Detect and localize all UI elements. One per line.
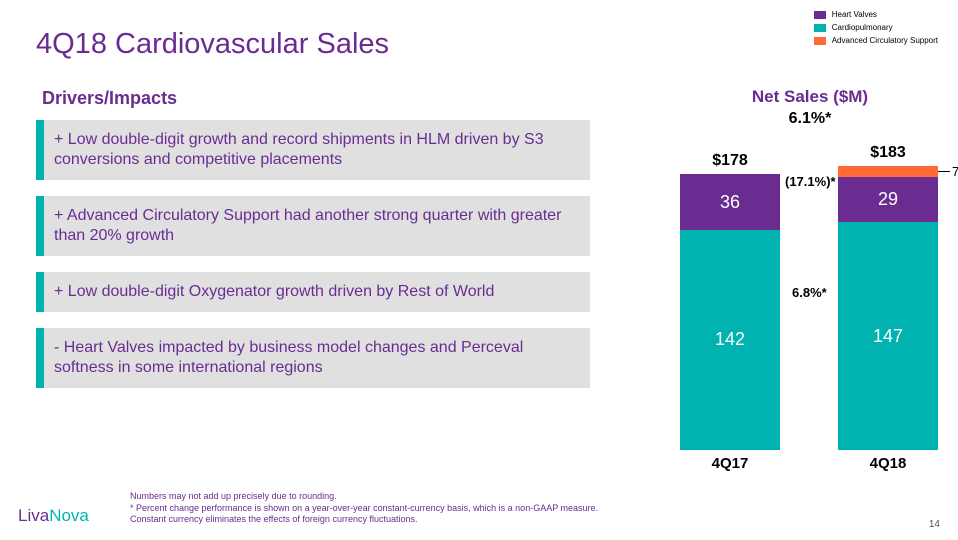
slide-title: 4Q18 Cardiovascular Sales	[36, 28, 389, 61]
connector-line	[938, 171, 950, 172]
brand-logo: LivaNova	[18, 506, 89, 526]
logo-part: Nova	[49, 506, 89, 525]
footnote: Numbers may not add up precisely due to …	[130, 491, 730, 526]
chart-annotation: 6.8%*	[792, 285, 827, 300]
page-number: 14	[929, 519, 940, 530]
driver-item: + Low double-digit Oxygenator growth dri…	[36, 272, 590, 312]
drivers-heading: Drivers/Impacts	[42, 88, 177, 109]
bar-segment-heart_valves: 29	[838, 177, 938, 222]
driver-item: + Advanced Circulatory Support had anoth…	[36, 196, 590, 256]
bar-group: 14729$1834Q18	[838, 166, 938, 450]
logo-part: Liva	[18, 506, 49, 525]
bar-segment-cardiopulmonary: 142	[680, 230, 780, 450]
driver-accent-bar	[36, 196, 44, 256]
driver-item: - Heart Valves impacted by business mode…	[36, 328, 590, 388]
axis-label: 4Q18	[838, 455, 938, 472]
legend-label: Advanced Circulatory Support	[832, 36, 938, 45]
footnote-line: Constant currency eliminates the effects…	[130, 514, 730, 526]
legend-swatch	[814, 11, 826, 19]
driver-text: + Low double-digit growth and record shi…	[44, 120, 590, 180]
bar-total-label: $183	[838, 144, 938, 162]
stacked-bar-chart: 14236$1784Q17714729$1834Q18(17.1%)*6.8%*	[640, 130, 950, 470]
legend-item: Heart Valves	[814, 10, 938, 19]
drivers-list: + Low double-digit growth and record shi…	[36, 120, 590, 404]
bar-segment-heart_valves: 36	[680, 174, 780, 230]
footnote-line: * Percent change performance is shown on…	[130, 503, 730, 515]
legend-label: Heart Valves	[832, 10, 877, 19]
bar-group: 14236$1784Q17	[680, 174, 780, 450]
chart-growth-label: 6.1%*	[680, 110, 940, 128]
bar-segment-cardiopulmonary: 147	[838, 222, 938, 450]
driver-text: + Low double-digit Oxygenator growth dri…	[44, 272, 590, 312]
bar-segment-outside-label: 7	[952, 164, 958, 179]
bar-total-label: $178	[680, 152, 780, 170]
driver-item: + Low double-digit growth and record shi…	[36, 120, 590, 180]
footnote-line: Numbers may not add up precisely due to …	[130, 491, 730, 503]
bar-segment-acs	[838, 166, 938, 177]
driver-text: + Advanced Circulatory Support had anoth…	[44, 196, 590, 256]
legend-swatch	[814, 37, 826, 45]
legend-swatch	[814, 24, 826, 32]
chart-legend: Heart Valves Cardiopulmonary Advanced Ci…	[814, 10, 938, 49]
driver-accent-bar	[36, 272, 44, 312]
driver-accent-bar	[36, 328, 44, 388]
legend-item: Advanced Circulatory Support	[814, 36, 938, 45]
legend-label: Cardiopulmonary	[832, 23, 893, 32]
axis-label: 4Q17	[680, 455, 780, 472]
driver-text: - Heart Valves impacted by business mode…	[44, 328, 590, 388]
driver-accent-bar	[36, 120, 44, 180]
legend-item: Cardiopulmonary	[814, 23, 938, 32]
chart-annotation: (17.1%)*	[785, 174, 836, 189]
chart-title: Net Sales ($M)	[680, 87, 940, 107]
